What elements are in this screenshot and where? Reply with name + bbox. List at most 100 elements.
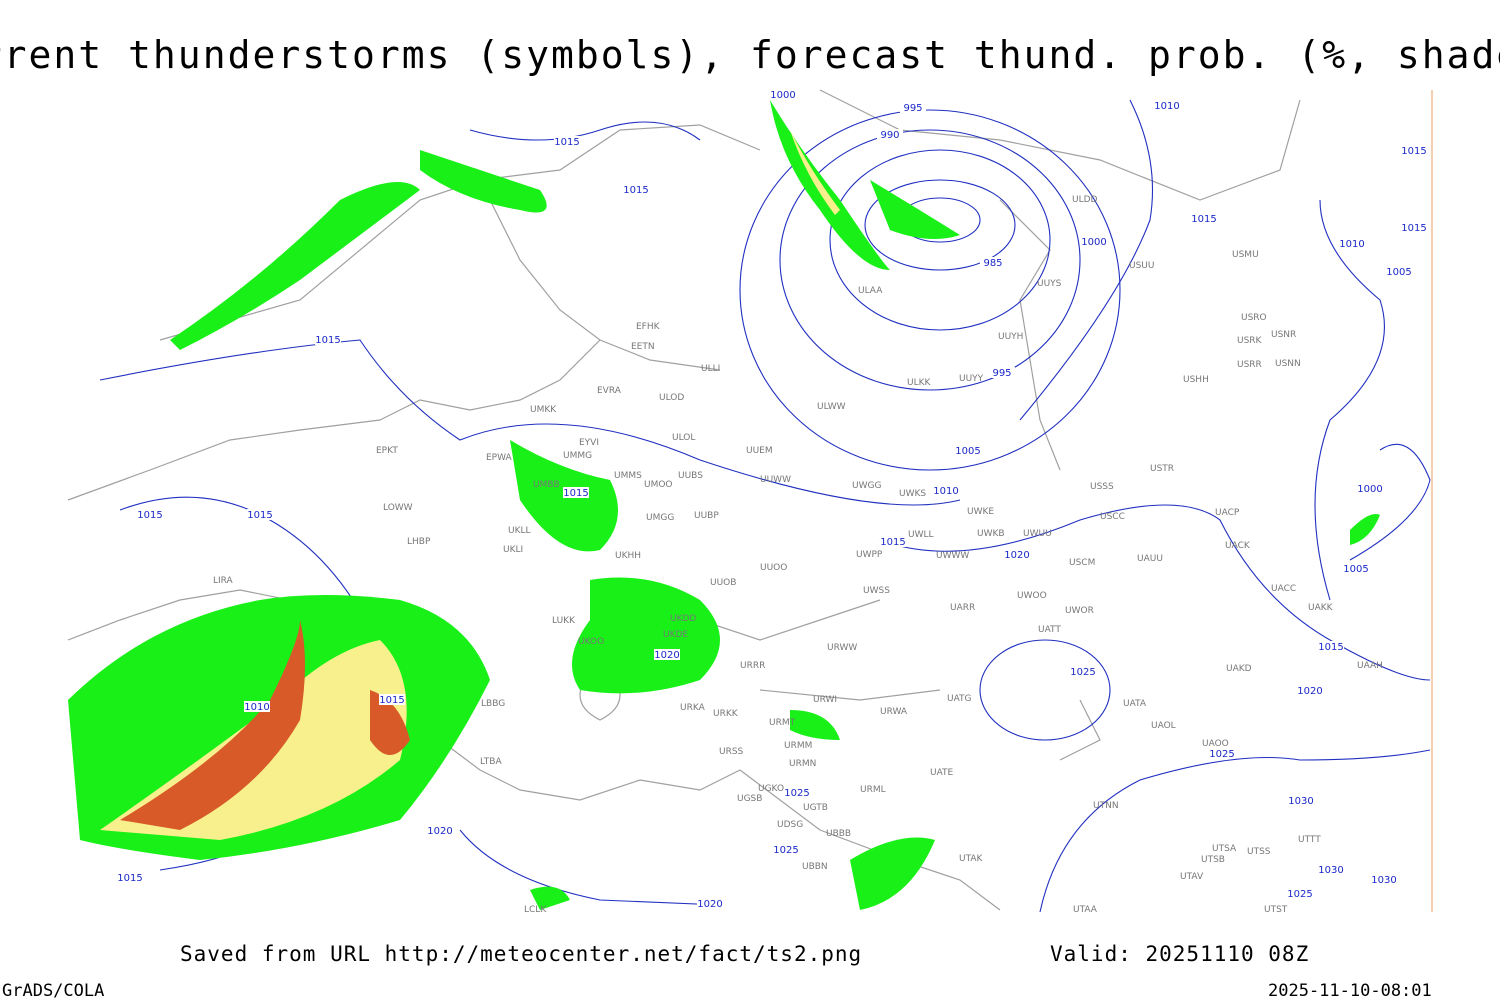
station-label: UATE [930, 768, 954, 778]
isobar-label: 985 [983, 258, 1002, 269]
station-label: EVRA [597, 386, 622, 396]
isobar-label: 1000 [1357, 484, 1382, 495]
station-label: USCC [1100, 512, 1125, 522]
isobar-label: 1030 [1318, 865, 1343, 876]
isobar-label-bg [1318, 641, 1344, 652]
station-label: URSS [719, 747, 744, 757]
isobar-label: 1020 [427, 826, 452, 837]
station-label: UWPP [856, 550, 883, 560]
station-label: UUOO [760, 563, 787, 573]
title: Current thunderstorms (symbols), forecas… [0, 33, 1500, 77]
station-label: UAAH [1357, 661, 1383, 671]
station-label: UKLL [508, 526, 531, 536]
station-label: UKDE [663, 630, 688, 640]
isobar-label: 1020 [697, 899, 722, 910]
isobar-label-bg [1401, 222, 1427, 233]
station-label: USHH [1183, 375, 1209, 385]
station-label: ULAA [858, 286, 883, 296]
station-label: UTAA [1073, 905, 1098, 915]
station-label: EFHK [636, 322, 661, 332]
station-label: UMMG [563, 451, 592, 461]
station-label: UKDD [670, 614, 696, 624]
station-label: URML [860, 785, 886, 795]
station-label: UUEM [746, 446, 773, 456]
station-label: ULLI [701, 364, 720, 374]
station-label: USTR [1150, 464, 1174, 474]
station-label: USNR [1271, 330, 1296, 340]
isobar-label: 1025 [1209, 749, 1234, 760]
station-label: ULOL [672, 433, 695, 443]
station-label: UTSA [1212, 844, 1237, 854]
isobar-label: 1015 [554, 137, 579, 148]
station-label: UTAK [959, 854, 984, 864]
station-label: UMKK [530, 405, 557, 415]
station-label: ULOD [659, 393, 684, 403]
station-label: USRO [1241, 313, 1267, 323]
isobar-label-bg [880, 536, 906, 547]
station-label: LIRA [213, 576, 234, 586]
station-label: URRR [740, 661, 765, 671]
isobar-label-bg [1004, 549, 1030, 560]
station-label: UUOB [710, 578, 736, 588]
station-label: UWUU [1023, 529, 1052, 539]
isobar-label-bg [955, 445, 981, 456]
station-label: UWLL [908, 530, 934, 540]
isobar-label: 1020 [1004, 550, 1029, 561]
isobar-label-bg [654, 649, 680, 660]
isobar-label: 1005 [1386, 267, 1411, 278]
isobar-label-bg [1287, 888, 1313, 899]
station-label: URWI [813, 695, 837, 705]
station-label: USRR [1237, 360, 1262, 370]
station-label: USSS [1090, 482, 1114, 492]
isobar-label: 1005 [1343, 564, 1368, 575]
isobar-label: 1015 [379, 695, 404, 706]
isobar-label: 1030 [1371, 875, 1396, 886]
isobar-label-bg [697, 898, 723, 909]
isobar-label-bg [773, 844, 799, 855]
station-label: UMGG [646, 513, 674, 523]
isobar-label-bg [554, 136, 580, 147]
isobar-label-bg [1191, 213, 1217, 224]
valid-time: Valid: 20251110 08Z [1050, 942, 1309, 966]
isobar-label: 1015 [1191, 214, 1216, 225]
station-label: UUYS [1037, 279, 1062, 289]
station-label: EETN [631, 342, 655, 352]
station-label: LBBG [481, 699, 505, 709]
station-label: UGKO [758, 784, 784, 794]
isobar-label-bg [1343, 563, 1369, 574]
station-label: UTTT [1298, 835, 1321, 845]
station-label: USCM [1069, 558, 1095, 568]
station-label: UACC [1271, 584, 1296, 594]
station-label: EPWA [486, 453, 513, 463]
station-label: UACP [1215, 508, 1240, 518]
station-label: ULWW [817, 402, 846, 412]
isobar-label-bg [1081, 236, 1107, 247]
station-label: UWGG [852, 481, 881, 491]
station-label: USUU [1129, 261, 1154, 271]
isobar-label-bg [315, 334, 341, 345]
isobar-label: 1015 [137, 510, 162, 521]
isobar-label-bg [1154, 100, 1180, 111]
station-label: UGSB [737, 794, 762, 804]
isobar-label-bg [1209, 748, 1235, 759]
isobar-label-bg [1339, 238, 1365, 249]
isobar-label: 995 [992, 368, 1011, 379]
isobar-label-bg [379, 694, 405, 705]
source-url: Saved from URL http://meteocenter.net/fa… [180, 942, 862, 966]
station-label: UTNN [1093, 801, 1119, 811]
station-label: UBBB [826, 829, 851, 839]
probability-shading [68, 100, 1380, 910]
isobar-label-bg [1070, 666, 1096, 677]
station-label: LTBA [480, 757, 502, 767]
station-label: UMOO [644, 480, 673, 490]
isobar-label: 1015 [563, 488, 588, 499]
station-label: USRK [1237, 336, 1263, 346]
isobar-label: 1025 [1070, 667, 1095, 678]
station-label: USNN [1275, 359, 1301, 369]
isobar-label: 1025 [784, 788, 809, 799]
station-label: UBBN [802, 862, 828, 872]
isobar-label-bg [623, 184, 649, 195]
isobar-label-bg [877, 129, 903, 140]
station-label: UWOO [1017, 591, 1047, 601]
station-label: URKK [713, 709, 739, 719]
